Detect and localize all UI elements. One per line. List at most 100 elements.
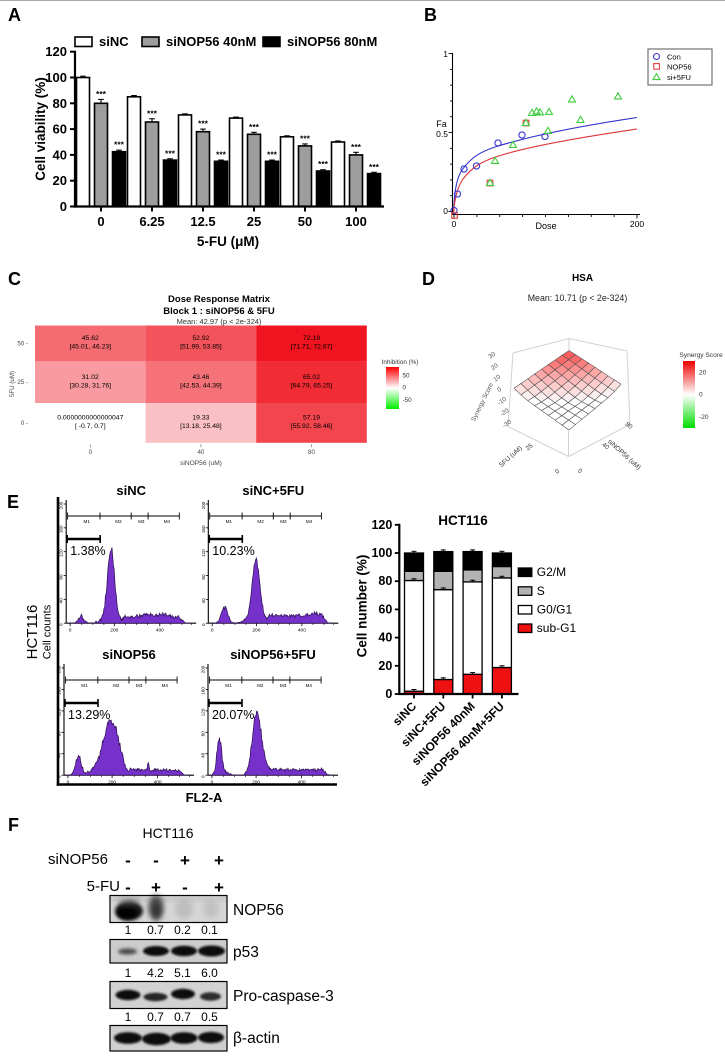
svg-text:400: 400 xyxy=(298,628,306,634)
svg-text:120: 120 xyxy=(45,44,67,59)
svg-text:NOP56: NOP56 xyxy=(233,902,284,919)
svg-text:***: *** xyxy=(198,119,209,129)
svg-text:Block 1 : siNOP56 & 5FU: Block 1 : siNOP56 & 5FU xyxy=(163,306,275,317)
svg-text:200: 200 xyxy=(108,780,116,786)
svg-text:+: + xyxy=(180,851,190,870)
svg-text:Cell counts: Cell counts xyxy=(42,604,54,659)
svg-text:***: *** xyxy=(300,133,311,143)
svg-text:HCT116: HCT116 xyxy=(438,513,488,528)
svg-text:50: 50 xyxy=(298,214,312,229)
svg-text:-: - xyxy=(125,851,131,870)
svg-text:0: 0 xyxy=(385,687,392,701)
svg-text:0: 0 xyxy=(60,199,67,214)
svg-text:Dose: Dose xyxy=(535,221,556,231)
svg-text:***: *** xyxy=(351,142,362,152)
svg-text:Cell number (%): Cell number (%) xyxy=(355,555,370,658)
svg-text:20: 20 xyxy=(699,370,707,377)
svg-text:0.2: 0.2 xyxy=(174,923,191,937)
svg-text:p53: p53 xyxy=(233,944,259,961)
svg-text:80: 80 xyxy=(201,731,206,737)
svg-text:400: 400 xyxy=(154,780,162,786)
svg-text:5FU (uM): 5FU (uM) xyxy=(498,445,523,469)
svg-text:siNOP56: siNOP56 xyxy=(102,647,155,662)
svg-text:0: 0 xyxy=(211,780,214,786)
svg-text:[64.79, 65.25]: [64.79, 65.25] xyxy=(291,382,333,389)
svg-text:0: 0 xyxy=(443,206,448,216)
svg-text:[ -0.7, 0.7]: [ -0.7, 0.7] xyxy=(75,423,106,430)
svg-text:100: 100 xyxy=(371,546,392,560)
svg-text:400: 400 xyxy=(156,628,164,634)
svg-text:13.29%: 13.29% xyxy=(68,708,110,722)
svg-text:siNOP56 40nM: siNOP56 40nM xyxy=(166,34,256,49)
svg-text:[55.92, 58.46]: [55.92, 58.46] xyxy=(291,423,333,430)
svg-text:25 -: 25 - xyxy=(17,379,28,386)
svg-text:80: 80 xyxy=(308,449,315,456)
svg-text:19.33: 19.33 xyxy=(192,415,209,422)
svg-text:M3: M3 xyxy=(136,683,143,688)
svg-text:1: 1 xyxy=(125,966,132,980)
svg-text:0.1: 0.1 xyxy=(201,923,218,937)
svg-text:4.2: 4.2 xyxy=(147,966,164,980)
svg-text:siNC: siNC xyxy=(116,483,146,498)
svg-text:[45.01, 46.23]: [45.01, 46.23] xyxy=(70,344,112,351)
svg-text:43.46: 43.46 xyxy=(192,374,209,381)
svg-text:***: *** xyxy=(96,89,107,99)
svg-text:M2: M2 xyxy=(257,519,264,524)
svg-text:40: 40 xyxy=(201,598,206,604)
svg-text:10: 10 xyxy=(492,373,502,383)
svg-text:72.19: 72.19 xyxy=(303,335,320,342)
svg-text:M2: M2 xyxy=(257,683,264,688)
svg-text:80: 80 xyxy=(57,731,62,737)
svg-text:5FU (uM): 5FU (uM) xyxy=(9,371,16,397)
svg-text:60: 60 xyxy=(378,602,392,616)
svg-text:80: 80 xyxy=(59,574,64,580)
svg-text:Inhibition (%): Inhibition (%) xyxy=(382,359,419,366)
svg-text:M4: M4 xyxy=(162,683,169,688)
svg-text:siNOP56 (uM): siNOP56 (uM) xyxy=(606,438,642,471)
svg-text:Pro-caspase-3: Pro-caspase-3 xyxy=(233,988,334,1005)
svg-text:si+5FU: si+5FU xyxy=(667,73,691,82)
svg-text:1: 1 xyxy=(443,49,448,59)
svg-text:0.0000000000000047: 0.0000000000000047 xyxy=(57,415,123,422)
svg-text:***: *** xyxy=(249,122,260,132)
svg-text:Synergy Score: Synergy Score xyxy=(470,382,495,423)
svg-text:5-FU (μM): 5-FU (μM) xyxy=(197,234,259,249)
svg-text:120: 120 xyxy=(371,518,392,532)
svg-text:[30.28, 31.76]: [30.28, 31.76] xyxy=(70,382,112,389)
svg-text:0: 0 xyxy=(201,623,206,626)
svg-text:57.19: 57.19 xyxy=(303,415,320,422)
svg-text:200: 200 xyxy=(110,628,118,634)
svg-text:0: 0 xyxy=(576,468,584,476)
svg-text:200: 200 xyxy=(201,665,206,673)
svg-text:45.62: 45.62 xyxy=(82,335,99,342)
svg-text:G0/G1: G0/G1 xyxy=(537,603,573,617)
svg-text:120: 120 xyxy=(201,549,206,557)
svg-text:40: 40 xyxy=(378,631,392,645)
svg-text:***: *** xyxy=(147,108,158,118)
svg-text:M4: M4 xyxy=(164,519,171,524)
svg-text:1.38%: 1.38% xyxy=(70,544,105,558)
svg-text:M1: M1 xyxy=(225,683,232,688)
svg-text:***: *** xyxy=(216,150,227,160)
svg-text:HCT116: HCT116 xyxy=(142,825,193,841)
svg-text:20: 20 xyxy=(53,173,67,188)
svg-text:0: 0 xyxy=(67,780,70,786)
svg-text:0.7: 0.7 xyxy=(147,923,164,937)
svg-text:80: 80 xyxy=(201,574,206,580)
svg-text:0 -: 0 - xyxy=(21,420,28,427)
svg-text:siNOP56+5FU: siNOP56+5FU xyxy=(230,647,316,662)
svg-text:40: 40 xyxy=(59,598,64,604)
svg-text:***: *** xyxy=(267,150,278,160)
svg-text:+: + xyxy=(151,878,161,897)
svg-text:Synergy Score: Synergy Score xyxy=(679,352,723,359)
svg-text:M2: M2 xyxy=(113,683,120,688)
svg-text:65.02: 65.02 xyxy=(303,374,320,381)
svg-text:sub-G1: sub-G1 xyxy=(537,621,577,635)
svg-text:0.5: 0.5 xyxy=(201,1010,218,1024)
svg-text:NOP56: NOP56 xyxy=(667,63,692,72)
svg-text:5-FU: 5-FU xyxy=(87,878,120,895)
svg-text:0: 0 xyxy=(699,392,703,399)
svg-text:-50: -50 xyxy=(403,397,413,404)
svg-text:siNC+5FU: siNC+5FU xyxy=(242,483,304,498)
svg-text:60: 60 xyxy=(53,122,67,137)
